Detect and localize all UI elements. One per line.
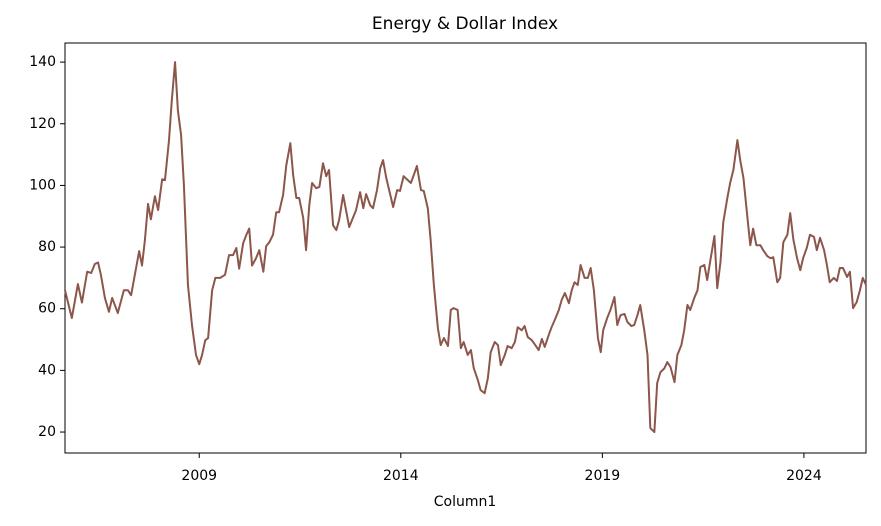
y-tick-label: 100 <box>29 177 56 193</box>
y-tick-label: 80 <box>38 239 56 255</box>
y-tick-label: 40 <box>38 362 56 378</box>
x-tick-label: 2024 <box>786 468 822 484</box>
x-tick-label: 2019 <box>585 468 621 484</box>
y-tick-label: 120 <box>29 116 56 132</box>
y-tick-label: 60 <box>38 301 56 317</box>
x-tick-label: 2014 <box>383 468 419 484</box>
x-tick-label: 2009 <box>181 468 217 484</box>
y-tick-label: 140 <box>29 54 56 70</box>
data-line <box>64 61 867 434</box>
y-tick-label: 20 <box>38 424 56 440</box>
chart-title: Energy & Dollar Index <box>372 14 558 34</box>
plot-frame <box>64 42 867 454</box>
x-axis-label: Column1 <box>434 494 497 510</box>
